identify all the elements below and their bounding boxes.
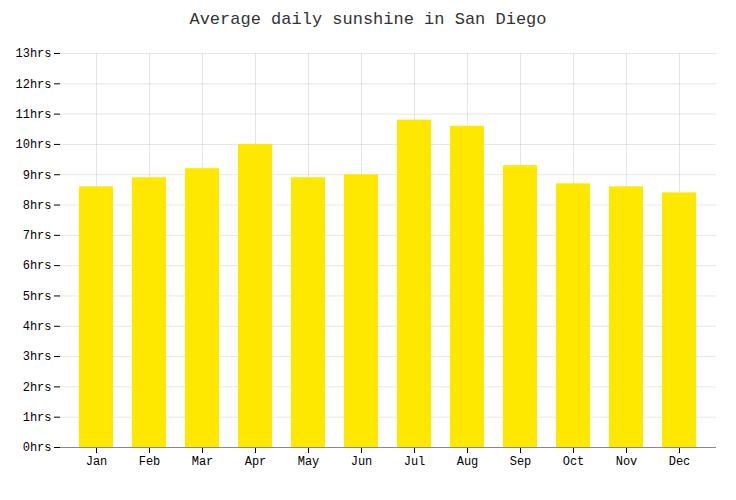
svg-text:7hrs: 7hrs [23,229,52,243]
svg-text:13hrs: 13hrs [15,47,51,61]
svg-text:Jul: Jul [404,455,426,469]
svg-text:8hrs: 8hrs [23,199,52,213]
svg-text:May: May [298,455,320,469]
svg-text:3hrs: 3hrs [23,350,52,364]
svg-text:10hrs: 10hrs [15,138,51,152]
svg-text:Jan: Jan [86,455,108,469]
svg-text:Jun: Jun [351,455,373,469]
svg-text:Aug: Aug [457,455,479,469]
svg-text:Mar: Mar [192,455,214,469]
svg-text:11hrs: 11hrs [15,108,51,122]
svg-text:2hrs: 2hrs [23,381,52,395]
svg-text:9hrs: 9hrs [23,169,52,183]
svg-text:Nov: Nov [616,455,638,469]
svg-text:12hrs: 12hrs [15,78,51,92]
svg-text:Feb: Feb [139,455,161,469]
svg-text:Dec: Dec [669,455,691,469]
svg-text:4hrs: 4hrs [23,320,52,334]
svg-text:5hrs: 5hrs [23,290,52,304]
svg-text:Apr: Apr [245,455,267,469]
svg-text:6hrs: 6hrs [23,259,52,273]
svg-text:Oct: Oct [563,455,585,469]
svg-text:Sep: Sep [510,455,532,469]
svg-text:1hrs: 1hrs [23,411,52,425]
html-text:Average daily sunshine in San: Average daily sunshine in San Diego [189,10,547,29]
svg-text:0hrs: 0hrs [23,441,52,455]
